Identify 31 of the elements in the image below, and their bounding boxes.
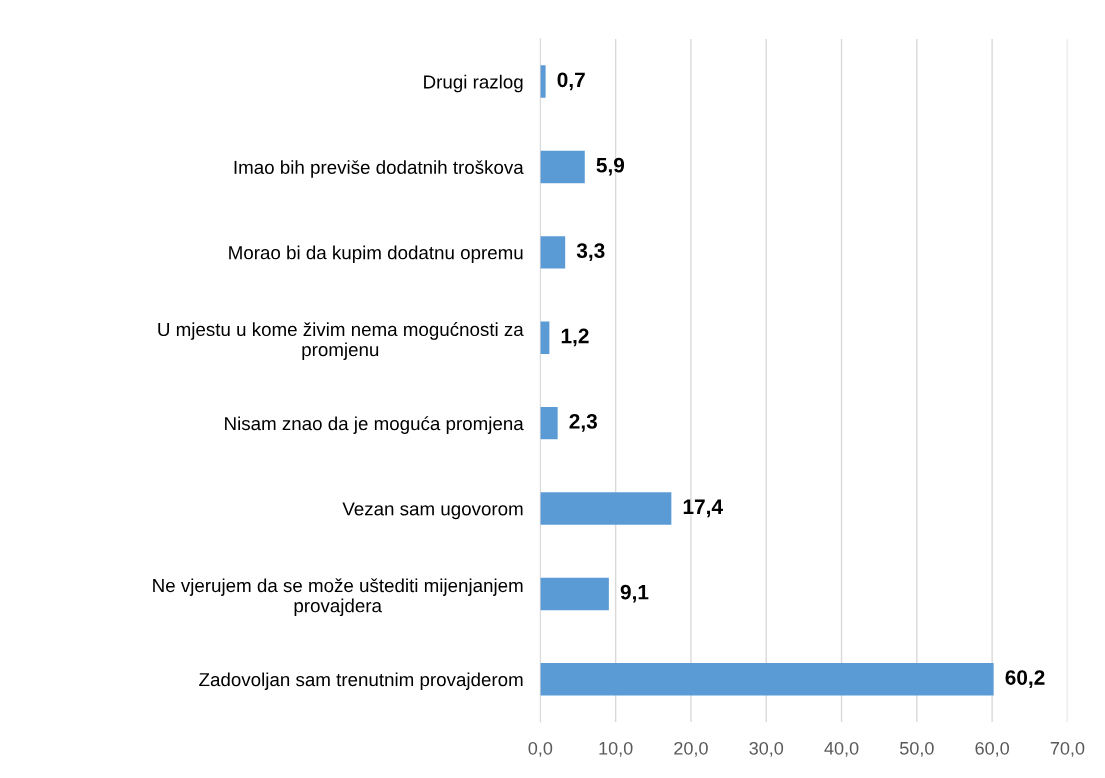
data-label: 9,1 xyxy=(620,584,649,603)
y-tick-label: Vezan sam ugovorom xyxy=(342,502,523,520)
bar xyxy=(540,406,558,440)
data-label: 2,3 xyxy=(569,413,597,432)
bar xyxy=(540,65,546,98)
y-tick-label: U mjestu u kome živim nema mogućnosti za promjenu xyxy=(158,322,524,360)
data-label: 3,3 xyxy=(576,243,605,261)
y-tick-label: Imao bih previše dodatnih troškova xyxy=(234,160,524,178)
x-tick-label: 20,0 xyxy=(674,741,708,757)
x-tick-label: 30,0 xyxy=(749,741,784,757)
data-label: 60,2 xyxy=(1005,670,1045,688)
bar xyxy=(540,150,585,184)
y-tick-label: Drugi razlog xyxy=(424,74,523,93)
bar xyxy=(540,663,994,696)
x-tick-label: 10,0 xyxy=(599,741,633,757)
data-label: 1,2 xyxy=(561,328,589,347)
bar xyxy=(540,236,566,269)
x-tick-label: 60,0 xyxy=(975,741,1009,757)
x-tick-label: 50,0 xyxy=(899,741,934,757)
y-tick-label: Ne vjerujem da se može uštediti mijenjanjem provajdera xyxy=(153,578,523,617)
x-tick-label: 40,0 xyxy=(824,741,859,757)
data-label: 5,9 xyxy=(596,157,625,176)
y-tick-label: Nisam znao da je moguća promjena xyxy=(225,416,524,434)
data-label: 17,4 xyxy=(683,499,723,518)
bar xyxy=(540,577,609,611)
x-tick-label: 0,0 xyxy=(528,741,553,757)
bar xyxy=(540,492,672,525)
y-tick-label: Zadovoljan sam trenutnim provajderom xyxy=(199,672,523,690)
data-label: 0,7 xyxy=(557,72,585,91)
x-tick-label: 70,0 xyxy=(1050,741,1085,757)
y-tick-label: Morao bi da kupim dodatnu opremu xyxy=(229,245,523,264)
